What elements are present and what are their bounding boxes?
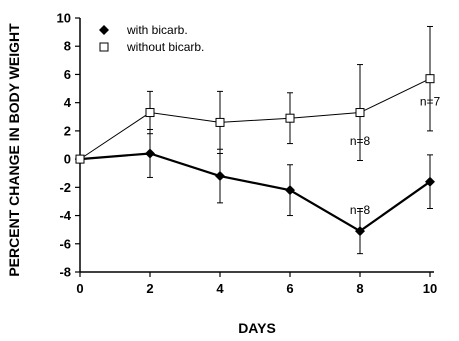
annotation-n: n=8 bbox=[350, 203, 371, 217]
data-point-without-bicarb bbox=[145, 108, 155, 118]
y-tick-label: -6 bbox=[59, 236, 71, 251]
x-axis-title: DAYS bbox=[238, 320, 276, 336]
data-point-with-bicarb bbox=[355, 226, 365, 237]
x-tick-label: 4 bbox=[216, 281, 224, 296]
y-axis-title: PERCENT CHANGE IN BODY WEIGHT bbox=[6, 23, 22, 277]
series-line-without-bicarb bbox=[79, 78, 431, 160]
data-point-with-bicarb bbox=[285, 185, 295, 196]
x-tick-label: 8 bbox=[356, 281, 363, 296]
annotation-n: n=8 bbox=[350, 134, 371, 148]
data-point-without-bicarb bbox=[285, 113, 295, 123]
x-tick-label: 6 bbox=[286, 281, 293, 296]
y-tick-label: 6 bbox=[64, 67, 71, 82]
y-tick-label: 10 bbox=[57, 11, 71, 26]
y-tick-label: -8 bbox=[59, 265, 71, 280]
legend-marker-with-bicarb bbox=[99, 25, 109, 35]
legend: with bicarb. without bicarb. bbox=[99, 23, 204, 54]
legend-label-without-bicarb: without bicarb. bbox=[126, 40, 204, 54]
annotation-n: n=7 bbox=[420, 94, 441, 108]
y-tick-label: -4 bbox=[59, 208, 71, 223]
y-tick-label: -2 bbox=[59, 180, 71, 195]
y-tick-label: 0 bbox=[64, 152, 71, 167]
y-tick-label: 4 bbox=[64, 95, 72, 110]
y-tick-label: 8 bbox=[64, 39, 71, 54]
data-point-without-bicarb bbox=[215, 117, 225, 127]
data-point-with-bicarb bbox=[425, 176, 435, 187]
y-tick-label: 2 bbox=[64, 123, 71, 138]
data-point-with-bicarb bbox=[145, 148, 155, 159]
data-point-without-bicarb bbox=[75, 154, 85, 164]
data-point-without-bicarb bbox=[355, 108, 365, 118]
data-point-without-bicarb bbox=[425, 74, 435, 84]
x-tick-label: 2 bbox=[146, 281, 153, 296]
x-tick-label: 0 bbox=[76, 281, 83, 296]
legend-label-with-bicarb: with bicarb. bbox=[126, 23, 188, 37]
series-line-with-bicarb bbox=[79, 152, 431, 233]
data-point-with-bicarb bbox=[215, 171, 225, 182]
x-tick-label: 10 bbox=[423, 281, 437, 296]
legend-marker-without-bicarb bbox=[99, 42, 109, 52]
